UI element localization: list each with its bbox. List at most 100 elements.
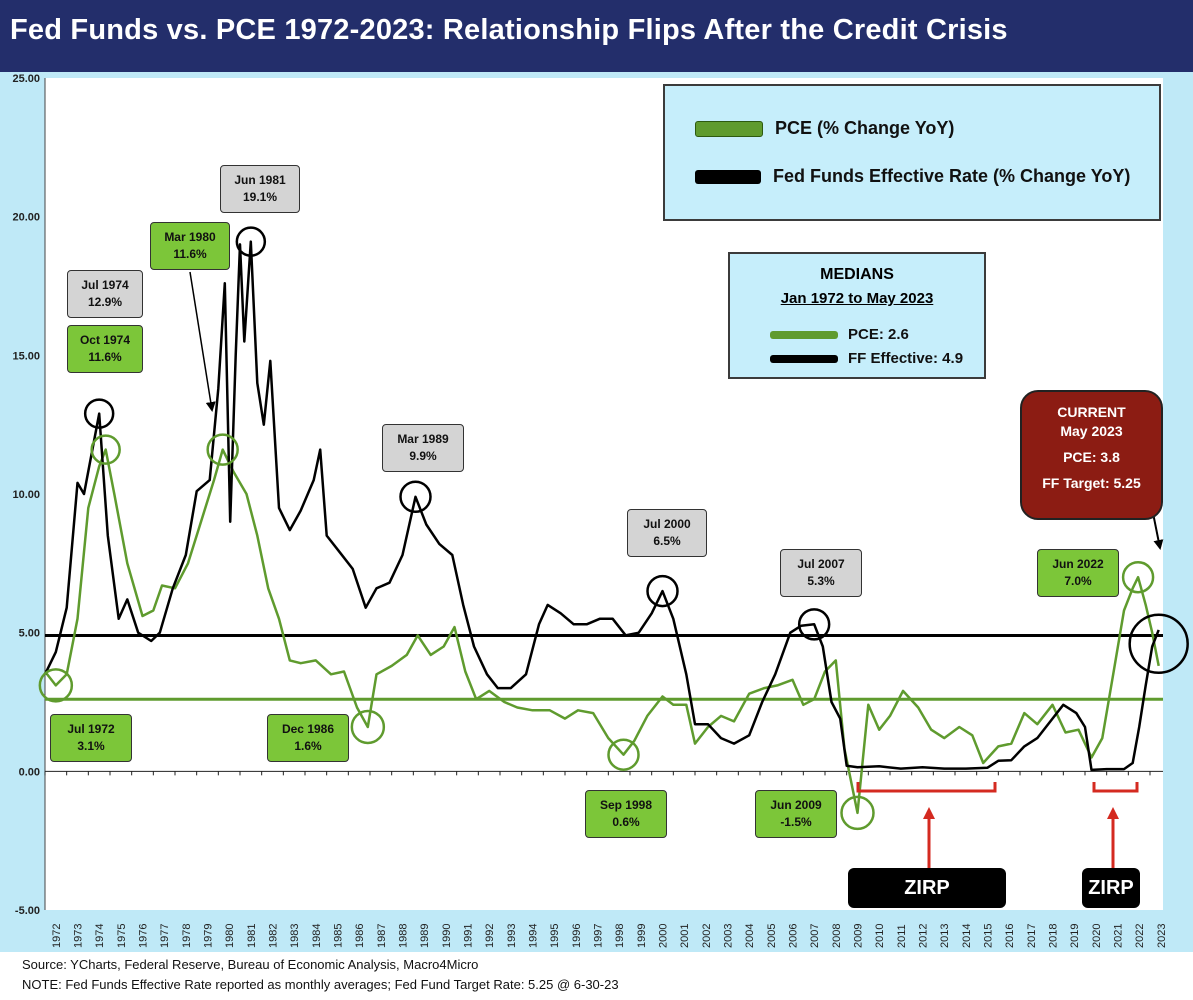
y-tick-label: 25.00 [12, 73, 40, 85]
x-tick-label: 1995 [549, 924, 561, 948]
annotation-date: Jul 2007 [797, 557, 845, 571]
x-tick-label: 2010 [874, 924, 886, 948]
x-tick-label: 1974 [94, 924, 106, 948]
annotation-date: Mar 1989 [397, 432, 449, 446]
x-tick-label: 1988 [398, 924, 410, 948]
x-tick-label: 1979 [203, 924, 215, 948]
medians-ff-row: FF Effective: 4.9 [770, 350, 963, 367]
mar-1980-arrow [189, 271, 216, 412]
annotation-value: 0.6% [612, 815, 640, 829]
chart-area: 25.00 20.00 15.00 10.00 5.00 0.00 -5.00 1972 19… [0, 72, 1193, 952]
legend-item-pce: PCE (% Change YoY) [695, 118, 954, 139]
x-tick-label: 1984 [311, 924, 323, 948]
highlight-circle [83, 398, 115, 429]
annotation-jul-2000: Jul 2000 6.5% [627, 509, 707, 557]
annotation-value: 11.6% [173, 247, 207, 261]
annotation-value: 1.6% [294, 739, 322, 753]
y-tick-label: 15.00 [12, 350, 40, 362]
zirp-label-2020: ZIRP [1082, 868, 1140, 908]
x-tick-label: 2005 [766, 924, 778, 948]
highlight-circle [607, 738, 640, 771]
annotation-date: Jul 1974 [81, 278, 129, 292]
x-tick-label: 2011 [896, 924, 908, 948]
x-tick-label: 2014 [961, 924, 973, 948]
y-tick-label: 0.00 [19, 766, 40, 778]
annotation-value: 12.9% [87, 295, 123, 309]
legend-item-fed-funds: Fed Funds Effective Rate (% Change YoY) [695, 166, 1130, 187]
x-tick-label: 2021 [1113, 924, 1125, 948]
title-bar: Fed Funds vs. PCE 1972-2023: Relationshi… [0, 0, 1193, 72]
footer-note: NOTE: Fed Funds Effective Rate reported … [22, 977, 619, 992]
current-ff: FF Target: 5.25 [1042, 475, 1141, 491]
x-tick-label: 1985 [333, 924, 345, 948]
x-tick-label: 1972 [51, 924, 63, 948]
annotation-value: 19.1% [242, 190, 278, 204]
annotation-jul-1972: Jul 1972 3.1% [50, 714, 132, 762]
medians-pce-row: PCE: 2.6 [770, 326, 909, 343]
highlight-circles [38, 226, 1189, 831]
x-tick-label: 1975 [116, 924, 128, 948]
current-pce: PCE: 3.8 [1063, 449, 1120, 465]
highlight-circle [1121, 560, 1155, 594]
x-tick-label: 2009 [853, 924, 865, 948]
annotation-jul-2007: Jul 2007 5.3% [780, 549, 862, 597]
x-tick-label: 1983 [289, 924, 301, 948]
x-tick-label: 1991 [463, 924, 475, 948]
x-tick-label: 1986 [354, 924, 366, 948]
annotation-jun-1981: Jun 1981 19.1% [220, 165, 300, 213]
medians-period: Jan 1972 to May 2023 [780, 290, 934, 307]
highlight-circle [38, 668, 74, 703]
x-tick-label: 2023 [1156, 924, 1168, 948]
highlight-circle [350, 709, 386, 745]
chart-title: Fed Funds vs. PCE 1972-2023: Relationshi… [10, 14, 1008, 46]
zirp-bracket-2020 [1092, 782, 1139, 793]
annotation-value: 11.6% [88, 350, 122, 364]
x-tick-label: 1996 [571, 924, 583, 948]
series-lines [43, 240, 1160, 815]
highlight-circle [646, 574, 679, 608]
highlight-circle [206, 433, 239, 466]
x-tick-label: 2022 [1134, 924, 1146, 948]
annotation-oct-1974: Oct 1974 11.6% [67, 325, 143, 373]
annotation-date: Jun 1981 [234, 173, 286, 187]
annotation-date: Dec 1986 [281, 722, 335, 736]
pce-series-line [44, 448, 1160, 815]
medians-box: MEDIANS Jan 1972 to May 2023 PCE: 2.6 FF… [728, 252, 986, 379]
x-tick-label: 2020 [1091, 924, 1103, 948]
x-tick-label: 1993 [506, 924, 518, 948]
annotation-jun-2009: Jun 2009 -1.5% [755, 790, 837, 838]
annotation-value: 9.9% [409, 449, 437, 463]
y-tick-label: 20.00 [12, 212, 40, 224]
pce-swatch-icon [695, 120, 763, 137]
annotation-value: -1.5% [780, 815, 812, 829]
x-tick-label: 1992 [484, 924, 496, 948]
footer-source: Source: YCharts, Federal Reserve, Bureau… [22, 957, 479, 972]
annotation-sep-1998: Sep 1998 0.6% [585, 790, 667, 838]
x-tick-label: 1998 [614, 924, 626, 948]
x-tick-label: 2006 [788, 924, 800, 948]
annotation-date: Sep 1998 [599, 798, 653, 812]
x-tick-label: 1981 [246, 924, 258, 948]
medians-heading: MEDIANS [820, 266, 894, 283]
x-tick-label: 2012 [918, 924, 930, 948]
annotation-value: 7.0% [1064, 574, 1092, 588]
x-tick-label: 1982 [268, 924, 280, 948]
annotation-date: Jul 1972 [67, 722, 115, 736]
x-tick-label: 2016 [1004, 924, 1016, 948]
x-tick-label: 1978 [181, 924, 193, 948]
annotation-mar-1989: Mar 1989 9.9% [382, 424, 464, 472]
highlight-circle [235, 226, 267, 257]
annotation-date: Mar 1980 [164, 230, 216, 244]
y-tick-label: 5.00 [19, 628, 40, 640]
annotation-value: 3.1% [77, 739, 105, 753]
x-tick-label: 1973 [73, 924, 85, 948]
x-tick-label: 1987 [376, 924, 388, 948]
annotation-date: Jun 2009 [770, 798, 822, 812]
y-tick-label: -5.00 [15, 905, 40, 917]
x-tick-label: 2007 [809, 924, 821, 948]
current-date: May 2023 [1060, 423, 1123, 439]
legend-ff-label: Fed Funds Effective Rate (% Change YoY) [773, 166, 1131, 186]
x-tick-label: 1994 [528, 924, 540, 948]
annotation-dec-1986: Dec 1986 1.6% [267, 714, 349, 762]
annotation-jul-1974: Jul 1974 12.9% [67, 270, 143, 318]
